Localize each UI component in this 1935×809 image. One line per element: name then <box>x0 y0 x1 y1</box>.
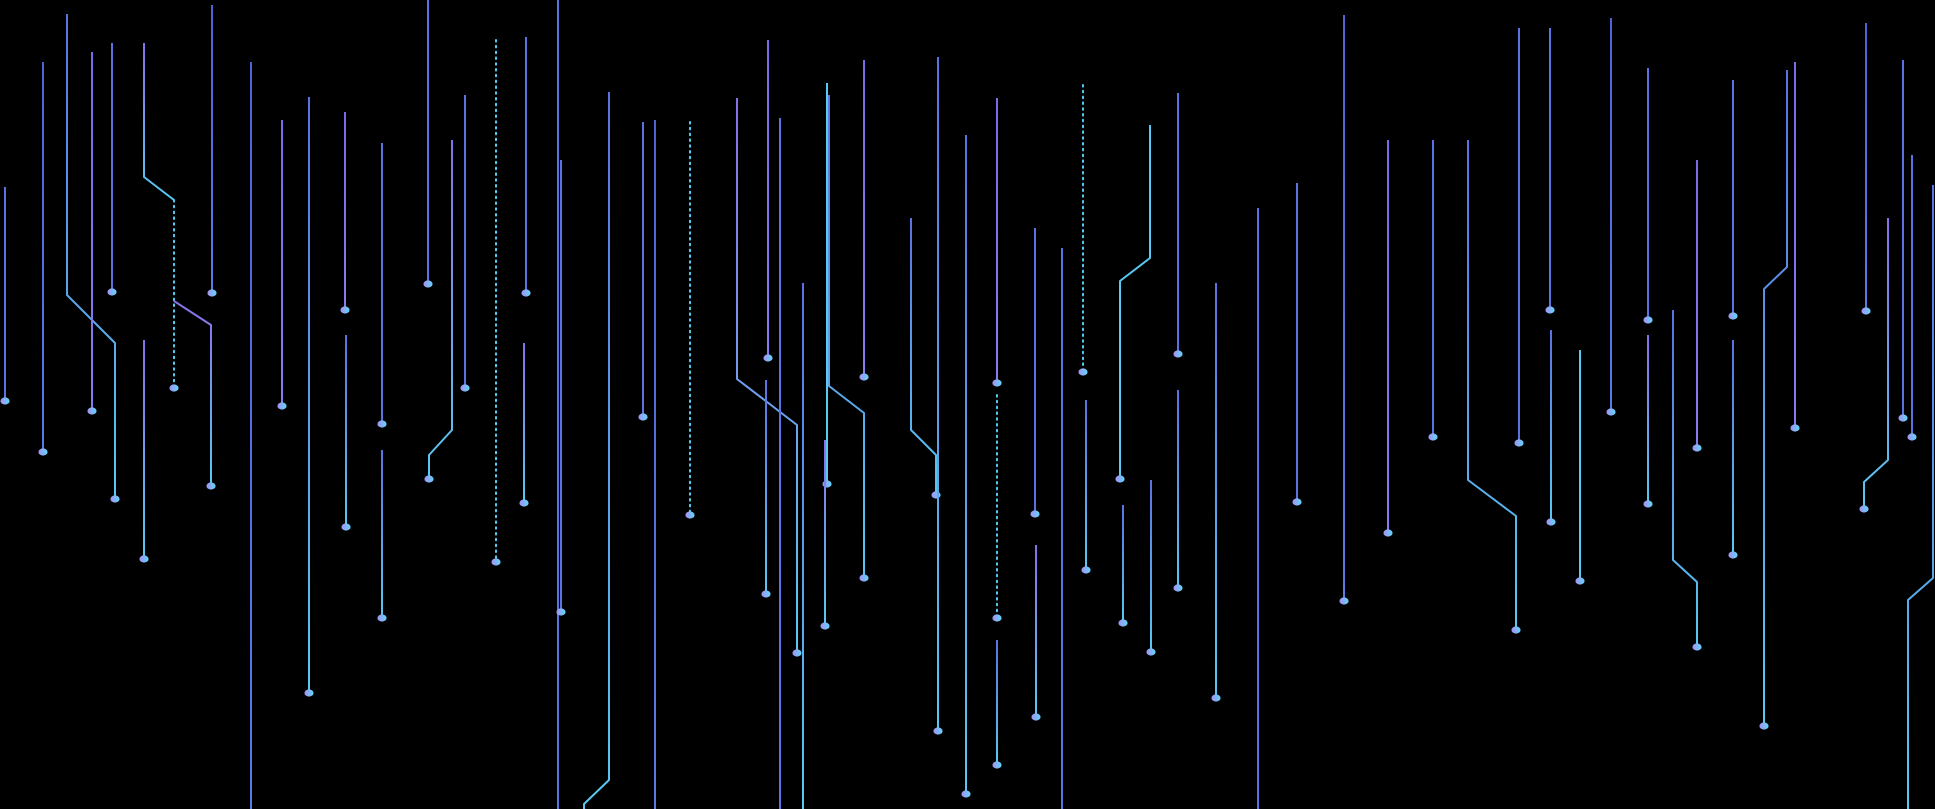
circuit-node <box>1339 597 1349 605</box>
circuit-node <box>423 280 433 288</box>
circuit-node <box>1081 566 1091 574</box>
circuit-node <box>1546 518 1556 526</box>
circuit-node <box>992 614 1002 622</box>
circuit-node <box>859 373 869 381</box>
circuit-node <box>1173 584 1183 592</box>
circuit-node <box>1173 350 1183 358</box>
circuit-line <box>1863 218 1889 509</box>
circuit-node <box>931 491 941 499</box>
circuit-line <box>910 218 937 495</box>
circuit-line <box>428 140 453 479</box>
circuit-node <box>277 402 287 410</box>
circuit-node <box>38 448 48 456</box>
circuit-node <box>169 384 179 392</box>
circuit-node <box>556 608 566 616</box>
circuit-node <box>992 761 1002 769</box>
circuit-node <box>1575 577 1585 585</box>
circuit-node <box>1898 414 1908 422</box>
circuit-line <box>583 92 610 809</box>
circuit-node <box>1118 619 1128 627</box>
circuit-node <box>110 495 120 503</box>
circuit-node <box>0 397 10 405</box>
circuit-line <box>828 95 865 578</box>
circuit-node <box>519 499 529 507</box>
circuit-node <box>206 482 216 490</box>
circuit-node <box>1907 433 1917 441</box>
circuit-node <box>139 555 149 563</box>
circuit-line <box>1672 310 1698 647</box>
circuit-node <box>1078 368 1088 376</box>
circuit-node <box>1728 551 1738 559</box>
circuit-node <box>1030 510 1040 518</box>
circuit-node <box>961 790 971 798</box>
circuit-node <box>1790 424 1800 432</box>
circuit-node <box>992 379 1002 387</box>
circuit-node <box>1383 529 1393 537</box>
circuit-node <box>1146 648 1156 656</box>
circuit-node <box>341 523 351 531</box>
circuit-node <box>1728 312 1738 320</box>
circuit-node <box>521 289 531 297</box>
circuit-node <box>1511 626 1521 634</box>
circuit-node <box>638 413 648 421</box>
circuit-node <box>304 689 314 697</box>
circuit-node <box>207 289 217 297</box>
circuit-node <box>761 590 771 598</box>
circuit-node <box>792 649 802 657</box>
circuit-node <box>377 614 387 622</box>
circuit-node <box>933 727 943 735</box>
circuit-node <box>763 354 773 362</box>
circuit-node <box>1861 307 1871 315</box>
circuit-node <box>1692 444 1702 452</box>
circuit-node <box>1545 306 1555 314</box>
circuit-node <box>1115 475 1125 483</box>
circuit-node <box>1859 505 1869 513</box>
circuit-node <box>1692 643 1702 651</box>
circuit-node <box>820 622 830 630</box>
circuit-node <box>1759 722 1769 730</box>
circuit-node <box>424 475 434 483</box>
circuit-node <box>1606 408 1616 416</box>
circuit-line <box>1467 140 1517 630</box>
circuit-node <box>377 420 387 428</box>
circuit-node <box>1031 713 1041 721</box>
circuit-node <box>1514 439 1524 447</box>
circuit-node <box>87 407 97 415</box>
circuit-node <box>859 574 869 582</box>
circuit-node <box>1428 433 1438 441</box>
circuit-line <box>1907 185 1934 809</box>
circuit-line <box>173 300 212 486</box>
circuit-line <box>143 43 175 201</box>
circuit-node <box>460 384 470 392</box>
circuit-node <box>107 288 117 296</box>
circuit-node <box>1643 500 1653 508</box>
circuit-node <box>340 306 350 314</box>
circuit-node <box>685 511 695 519</box>
circuit-node <box>1643 316 1653 324</box>
circuit-node <box>1211 694 1221 702</box>
circuit-line <box>1763 70 1788 726</box>
circuit-node <box>491 558 501 566</box>
circuit-line <box>1119 125 1151 479</box>
circuit-node <box>822 480 832 488</box>
circuit-node <box>1292 498 1302 506</box>
